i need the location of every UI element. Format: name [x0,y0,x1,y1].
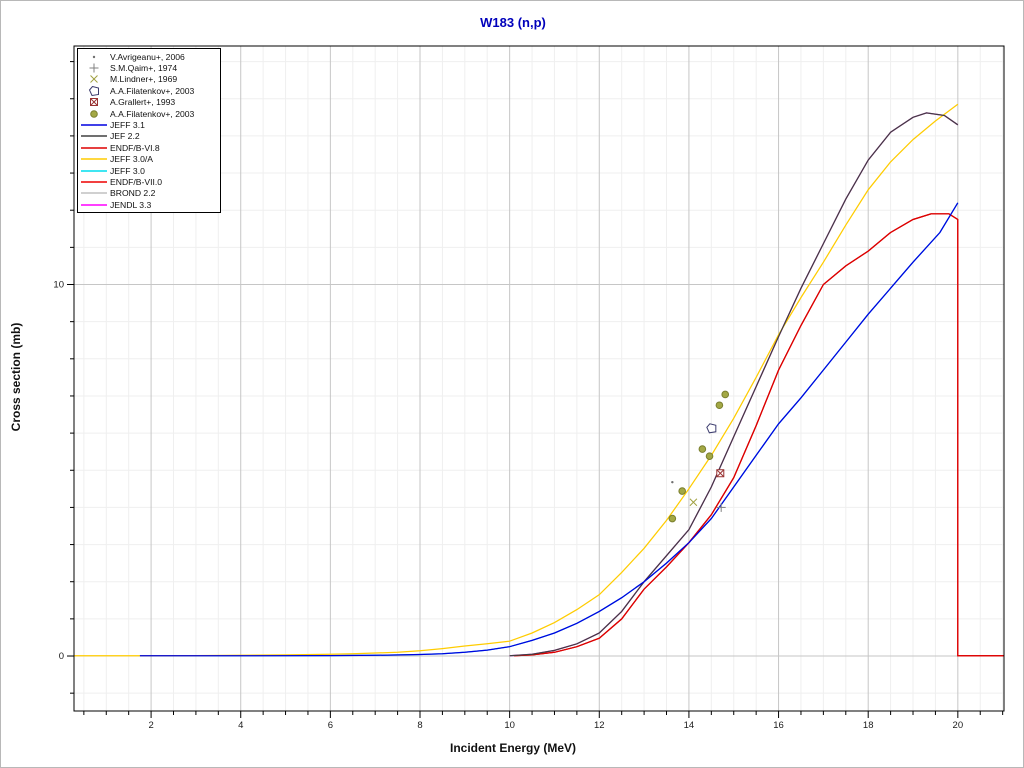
legend-item-label: A.A.Filatenkov+, 2003 [110,108,195,119]
legend-marker-glyph [92,55,96,58]
legend-marker-dot-icon [92,55,96,58]
curve-endf-b-vi-8 [514,213,1004,657]
legend-line-swatch [81,124,107,126]
curve-jeff-3-1 [139,202,959,657]
x-tick-label: 14 [684,720,695,731]
y-tick-label: 10 [53,280,64,291]
legend-item-label: JEFF 3.1 [110,120,145,131]
legend-item-label: JEF 2.2 [110,131,140,142]
legend-item-m-lindner-1969: M.Lindner+, 1969 [78,74,220,85]
datapoint-v-avrigeanu-2006 [671,480,674,484]
legend-item-label: S.M.Qaim+, 1974 [110,63,178,74]
datapoint-a-a-filatenkov-2003 [698,445,707,453]
datapoint-a-a-filatenkov-2003 [715,401,724,410]
legend-line-swatch [81,169,107,172]
curve-brond-2-2 [514,213,1004,657]
legend-box: V.Avrigeanu+, 2006 S.M.Qaim+, 1974 M.Lindn… [77,48,221,214]
curve-jeff-3-0 [139,202,959,657]
legend-line-swatch [81,158,107,160]
legend-item-label: ENDF/B-VII.0 [110,176,163,187]
legend-line-swatch [81,147,107,149]
legend-marker-square-x-icon [90,98,98,107]
datapoint-a-a-filatenkov-2003 [705,452,714,460]
legend-marker-glyph [90,109,98,118]
y-tick-label: 0 [59,651,64,662]
legend-item-jendl-3-3: JENDL 3.3 [78,199,220,210]
datapoint-a-a-filatenkov-2003 [668,514,677,523]
datapoint-a-a-filatenkov-2003 [721,390,730,399]
legend-marker-pentagon-open-icon [88,85,99,96]
x-tick-label: 16 [773,720,784,731]
legend-marker-glyph [88,85,99,96]
legend-marker-circle-filled-icon [90,109,98,118]
legend-line-swatch [81,192,107,195]
legend-line-swatch [81,204,107,206]
legend-item-a-grallert-1993: A.Grallert+, 1993 [78,97,220,108]
legend-item-label: JENDL 3.3 [110,199,152,210]
curve-jeff-3-0-a [74,103,959,657]
legend-item-jeff-3-0-a: JEFF 3.0/A [78,154,220,165]
x-tick-label: 2 [148,720,153,731]
legend-item-a-a-filatenkov-2003: A.A.Filatenkov+, 2003 [78,108,220,119]
x-axis-label: Incident Energy (MeV) [449,741,577,755]
legend-item-v-avrigeanu-2006: V.Avrigeanu+, 2006 [78,51,220,62]
x-tick-label: 20 [953,720,964,731]
legend-item-endf-b-vii-0: ENDF/B-VII.0 [78,176,220,187]
legend-item-label: BROND 2.2 [110,188,156,199]
legend-marker-glyph [90,75,98,84]
datapoint-a-a-filatenkov-2003 [706,423,717,434]
legend-item-jeff-3-0: JEFF 3.0 [78,165,220,176]
legend-item-brond-2-2: BROND 2.2 [78,188,220,199]
legend-item-label: JEFF 3.0 [110,165,145,176]
legend-item-label: A.A.Filatenkov+, 2003 [110,85,195,96]
y-axis-label: Cross section (mb) [9,322,23,432]
legend-item-label: A.Grallert+, 1993 [110,97,176,108]
legend-item-jeff-3-1: JEFF 3.1 [78,119,220,130]
x-tick-label: 6 [328,720,333,731]
legend-item-label: ENDF/B-VI.8 [110,142,160,153]
datapoint-a-grallert-1993 [716,469,725,478]
x-tick-label: 4 [238,720,243,731]
datapoint-m-lindner-1969 [689,498,698,507]
datapoint-s-m-qaim-1974 [716,502,726,512]
chart-title: W183 (n,p) [480,15,546,30]
legend-item-label: M.Lindner+, 1969 [110,74,178,85]
legend-item-label: V.Avrigeanu+, 2006 [110,51,185,62]
legend-item-a-a-filatenkov-2003: A.A.Filatenkov+, 2003 [78,85,220,96]
legend-item-s-m-qaim-1974: S.M.Qaim+, 1974 [78,62,220,73]
plot-frame [73,45,1005,712]
legend-line-swatch [81,181,107,183]
curve-endf-b-vii-0 [514,213,1004,657]
legend-item-jef-2-2: JEF 2.2 [78,131,220,142]
legend-marker-glyph [90,98,98,107]
datapoint-a-a-filatenkov-2003 [678,487,686,495]
legend-item-endf-b-vi-8: ENDF/B-VI.8 [78,142,220,153]
legend-marker-plus-icon [89,63,99,73]
legend-marker-x-icon [90,75,98,84]
legend-item-label: JEFF 3.0/A [110,154,153,165]
x-tick-label: 10 [504,720,515,731]
legend-marker-glyph [89,63,99,73]
x-tick-label: 8 [417,720,422,731]
curve-jef-2-2 [509,112,959,657]
x-tick-label: 18 [863,720,874,731]
x-tick-label: 12 [594,720,605,731]
legend-line-swatch [81,135,107,138]
